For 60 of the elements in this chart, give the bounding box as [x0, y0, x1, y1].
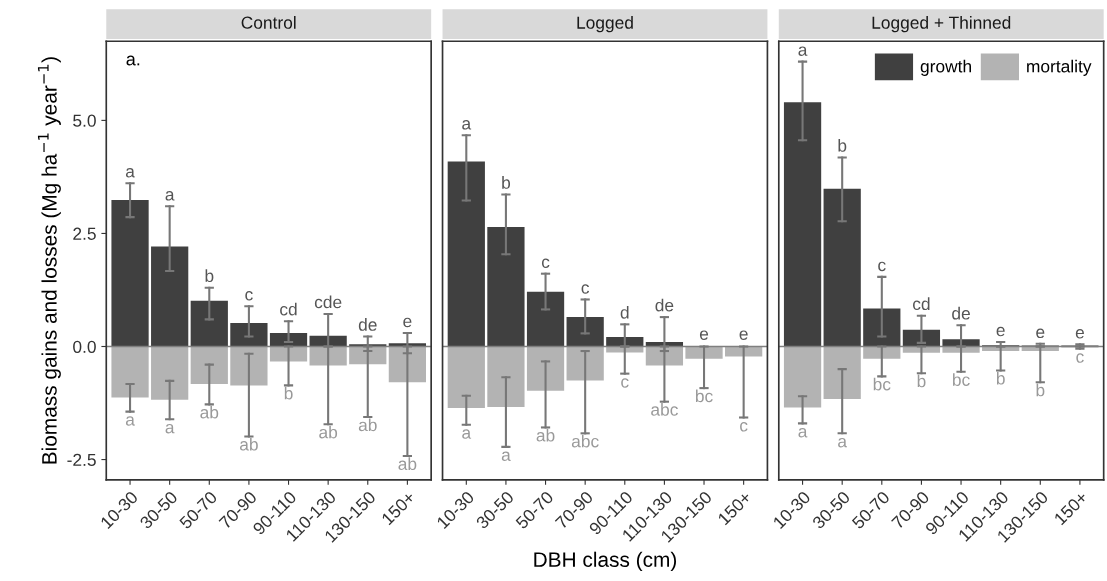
annotation: e	[739, 330, 748, 340]
annotation: a	[462, 429, 472, 439]
annotation: e	[1036, 328, 1045, 339]
annotation: c	[740, 422, 748, 432]
annotation: a	[165, 191, 175, 201]
annotation: d	[620, 305, 629, 319]
annotation: ab	[398, 457, 417, 471]
chart-title: Logged + Thinned	[872, 16, 1011, 33]
annotation: b	[996, 371, 1005, 385]
chart-title: Logged	[577, 16, 633, 33]
annotation: b	[205, 269, 214, 283]
annotation: bc	[953, 373, 970, 386]
annotation: a.	[126, 55, 140, 66]
annotation: cde	[314, 295, 342, 309]
annotation: c	[621, 378, 629, 388]
annotation: b	[917, 374, 926, 388]
annotation: ab	[536, 428, 555, 442]
annotation: a	[125, 416, 135, 426]
annotation: ab	[319, 425, 338, 439]
annotation: c	[581, 284, 590, 294]
legend-label: growth	[920, 59, 971, 76]
annotation: a	[798, 427, 808, 438]
annotation: b	[284, 386, 293, 400]
annotation: de	[952, 306, 970, 320]
annotation: bc	[695, 389, 713, 403]
annotation: de	[358, 318, 377, 331]
y-tick-label: 0.0	[73, 340, 96, 353]
annotation: bc	[873, 377, 891, 391]
annotation: c	[1076, 353, 1084, 363]
annotation: ab	[200, 405, 219, 419]
annotation: e	[699, 330, 709, 340]
annotation: a	[798, 46, 808, 56]
annotation: b	[838, 139, 847, 152]
annotation: b	[502, 176, 511, 189]
annotation: de	[655, 298, 674, 312]
annotation: c	[541, 258, 550, 268]
annotation: a	[501, 451, 511, 461]
annotation: abc	[651, 403, 678, 416]
annotation: a	[838, 437, 848, 448]
y-axis-title: Biomass gains and losses (Mg ha$^{−1}$ year$^{−1}$)	[37, 57, 61, 464]
y-tick-label: -2.5	[67, 453, 96, 467]
annotation: c	[878, 261, 886, 272]
annotation: ab	[239, 437, 258, 451]
annotation: ab	[358, 418, 377, 432]
annotation: abc	[571, 434, 599, 448]
annotation: e	[996, 326, 1005, 337]
annotation: e	[1075, 329, 1084, 339]
annotation: cd	[280, 302, 297, 316]
annotation: cd	[912, 297, 930, 311]
y-tick-label: 5.0	[73, 114, 96, 127]
annotation: c	[245, 291, 253, 301]
legend-label: mortality	[1027, 59, 1092, 76]
annotation: a	[462, 120, 472, 130]
annotation: a	[125, 168, 135, 178]
chart-title: Control	[241, 16, 296, 29]
annotation: e	[403, 317, 412, 328]
annotation: a	[165, 423, 175, 434]
annotation: b	[1036, 383, 1045, 397]
y-tick-label: 2.5	[73, 227, 96, 240]
x-axis-title: DBH class (cm)	[534, 551, 677, 572]
